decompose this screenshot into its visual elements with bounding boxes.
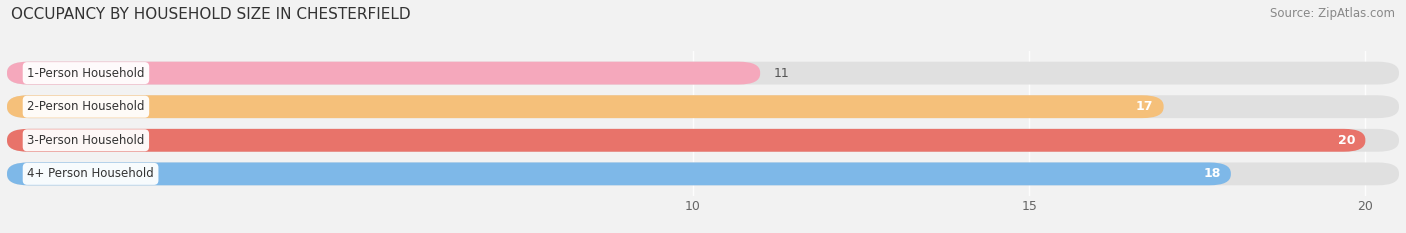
FancyBboxPatch shape bbox=[7, 62, 1399, 85]
FancyBboxPatch shape bbox=[7, 129, 1399, 152]
FancyBboxPatch shape bbox=[7, 162, 1230, 185]
FancyBboxPatch shape bbox=[7, 95, 1164, 118]
FancyBboxPatch shape bbox=[7, 62, 761, 85]
Text: 1-Person Household: 1-Person Household bbox=[27, 67, 145, 80]
Text: 17: 17 bbox=[1136, 100, 1153, 113]
FancyBboxPatch shape bbox=[7, 162, 1399, 185]
Text: 4+ Person Household: 4+ Person Household bbox=[27, 167, 153, 180]
Text: 18: 18 bbox=[1204, 167, 1220, 180]
Text: 20: 20 bbox=[1337, 134, 1355, 147]
Text: 11: 11 bbox=[773, 67, 789, 80]
FancyBboxPatch shape bbox=[7, 129, 1365, 152]
Text: 2-Person Household: 2-Person Household bbox=[27, 100, 145, 113]
Text: OCCUPANCY BY HOUSEHOLD SIZE IN CHESTERFIELD: OCCUPANCY BY HOUSEHOLD SIZE IN CHESTERFI… bbox=[11, 7, 411, 22]
FancyBboxPatch shape bbox=[7, 95, 1399, 118]
Text: Source: ZipAtlas.com: Source: ZipAtlas.com bbox=[1270, 7, 1395, 20]
Text: 3-Person Household: 3-Person Household bbox=[27, 134, 145, 147]
